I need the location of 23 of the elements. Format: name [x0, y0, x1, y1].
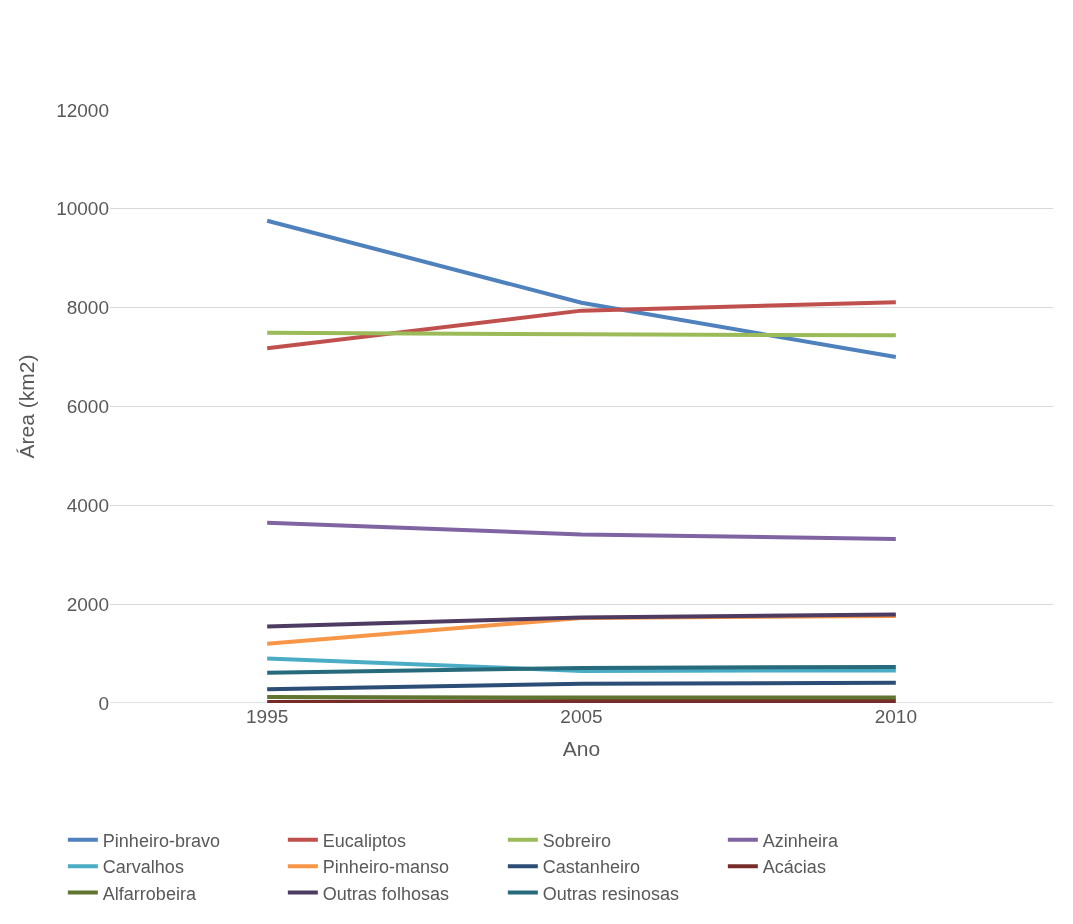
- legend-label: Carvalhos: [102, 857, 184, 878]
- legend-label: Alfarrobeira: [102, 883, 197, 904]
- legend-label: Outras folhosas: [322, 883, 449, 904]
- legend-label: Outras resinosas: [542, 883, 679, 904]
- legend-label: Pinheiro-manso: [322, 857, 449, 878]
- x-tick-label: 1995: [246, 706, 289, 727]
- x-tick-label: 2010: [874, 706, 917, 727]
- x-axis-title: Ano: [562, 737, 601, 761]
- legend-label: Acácias: [762, 857, 826, 878]
- y-tick-label: 2000: [66, 593, 109, 615]
- y-tick-label: 10000: [56, 198, 109, 220]
- legend-label: Eucaliptos: [322, 830, 406, 851]
- legend-label: Castanheiro: [542, 857, 640, 878]
- y-tick-label: 4000: [66, 494, 109, 516]
- legend-label: Sobreiro: [542, 830, 611, 851]
- legend-label: Pinheiro-bravo: [102, 830, 220, 851]
- y-tick-label: 12000: [56, 99, 109, 121]
- x-tick-label: 2005: [560, 706, 603, 727]
- legend-label: Azinheira: [762, 830, 839, 851]
- y-tick-label: 8000: [66, 297, 109, 319]
- y-axis-title: Área (km2): [15, 354, 39, 459]
- y-tick-label: 0: [98, 692, 109, 714]
- y-tick-label: 6000: [66, 396, 109, 418]
